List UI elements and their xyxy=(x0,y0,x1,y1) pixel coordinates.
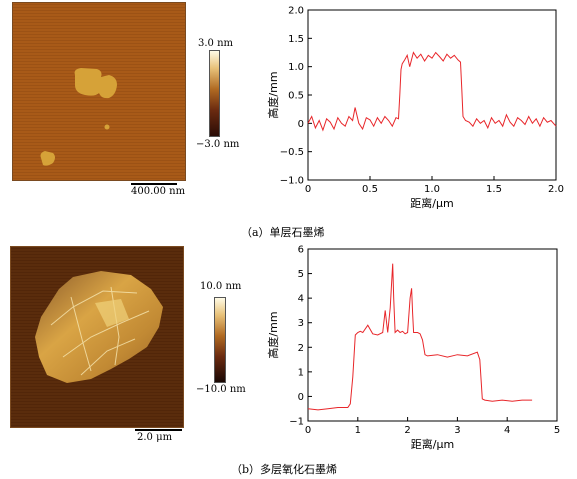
height-profile-line xyxy=(307,263,533,411)
particle-dot xyxy=(104,124,110,130)
x-axis-label: 距离/μm xyxy=(411,437,454,451)
y-axis-label: 高度/mm xyxy=(266,71,280,118)
plot-frame xyxy=(307,248,558,422)
plot-frame xyxy=(307,9,557,181)
y-tick-label: −1.0 xyxy=(280,176,304,187)
y-tick-label: −0.5 xyxy=(280,147,304,158)
x-tick-label: 5 xyxy=(554,425,560,436)
x-tick-label: 1.0 xyxy=(424,184,440,195)
colorbar-a-max: 3.0 nm xyxy=(198,38,234,49)
x-tick-label: 0 xyxy=(305,425,311,436)
caption-b: （b）多层氧化石墨烯 xyxy=(231,463,338,476)
graphene-flake-1 xyxy=(74,68,117,99)
y-tick-label: 0.5 xyxy=(288,91,304,102)
afm-image-monolayer xyxy=(12,2,186,181)
y-tick-label: 3 xyxy=(298,318,304,329)
x-tick-label: 0 xyxy=(305,184,311,195)
graphene-flake-2 xyxy=(40,151,55,166)
y-tick-label: 1.5 xyxy=(288,34,304,45)
colorbar-b xyxy=(214,297,226,383)
colorbar-b-min: −10.0 nm xyxy=(196,384,246,395)
x-tick-label: 2 xyxy=(404,425,410,436)
graphene-oxide-flake xyxy=(35,271,163,383)
y-tick-label: 2 xyxy=(298,343,304,354)
y-tick-label: 1 xyxy=(298,367,304,378)
x-tick-label: 3 xyxy=(454,425,460,436)
colorbar-b-max: 10.0 nm xyxy=(200,281,242,292)
scale-bar-b xyxy=(135,429,182,431)
y-tick-label: 5 xyxy=(298,269,304,280)
x-axis-label: 距离/μm xyxy=(410,196,453,210)
caption-a: （a）单层石墨烯 xyxy=(241,226,325,239)
colorbar-a-min: −3.0 nm xyxy=(196,139,240,150)
height-profile-line xyxy=(307,51,557,132)
afm-image-multilayer-go xyxy=(10,246,184,428)
scale-bar-a xyxy=(131,183,177,185)
bright-region xyxy=(95,299,129,327)
y-axis-label: 高度/mm xyxy=(266,311,280,358)
afm-multilayer-texture xyxy=(11,247,183,427)
height-profile-chart-a: 0 0.5 1.0 1.5 2.0 −1.0 −0.5 0 0.5 1.0 1.5 2.0 距离/μm 高… xyxy=(266,6,564,211)
y-tick-label: 0 xyxy=(298,392,304,403)
x-tick-label: 2.0 xyxy=(548,184,564,195)
scale-label-a: 400.00 nm xyxy=(131,186,186,197)
x-tick-label: 4 xyxy=(504,425,510,436)
y-tick-label: −1 xyxy=(289,417,304,428)
y-tick-label: 6 xyxy=(298,245,304,256)
afm-monolayer-texture xyxy=(13,3,185,180)
x-tick-label: 1.5 xyxy=(486,184,502,195)
wrinkle-lines xyxy=(50,286,150,376)
x-tick-label: 1 xyxy=(355,425,361,436)
colorbar-a xyxy=(209,50,220,137)
x-tick-label: 0.5 xyxy=(362,184,378,195)
y-tick-label: 1.0 xyxy=(288,62,304,73)
y-tick-label: 0 xyxy=(298,119,304,130)
scale-label-b: 2.0 μm xyxy=(137,432,173,443)
y-tick-label: 4 xyxy=(298,294,304,305)
y-tick-label: 2.0 xyxy=(288,6,304,17)
